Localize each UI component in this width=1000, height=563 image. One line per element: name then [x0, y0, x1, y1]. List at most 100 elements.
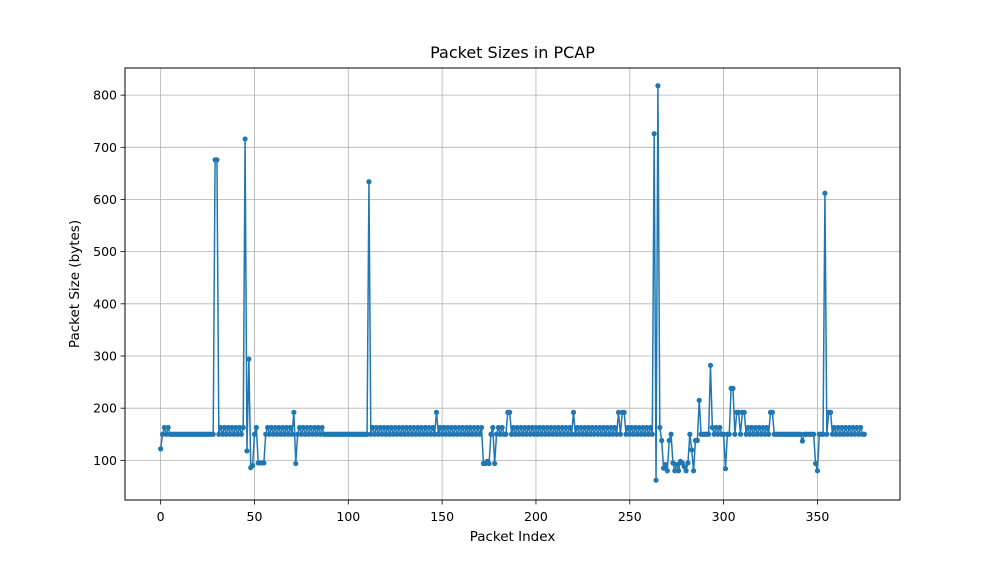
- y-tick-label: 100: [93, 453, 117, 468]
- data-point: [762, 431, 768, 437]
- data-point: [469, 431, 475, 437]
- data-point: [507, 409, 513, 415]
- data-point: [822, 190, 828, 196]
- data-point: [161, 424, 168, 431]
- data-point: [270, 431, 276, 437]
- data-point: [612, 424, 618, 431]
- data-point: [240, 424, 246, 431]
- data-point: [736, 409, 742, 415]
- data-point: [407, 424, 413, 431]
- data-point: [311, 424, 318, 431]
- data-point: [617, 431, 624, 437]
- x-tick-label: 300: [712, 509, 736, 524]
- data-point: [839, 424, 845, 431]
- data-point: [711, 431, 717, 437]
- data-point: [302, 431, 308, 437]
- data-point: [689, 447, 695, 453]
- data-point: [508, 431, 515, 437]
- data-point: [525, 424, 532, 431]
- data-point: [490, 424, 496, 431]
- data-point: [760, 424, 766, 431]
- data-point: [227, 431, 233, 437]
- data-point: [687, 431, 693, 437]
- data-series: [158, 83, 867, 483]
- y-tick-label: 600: [93, 192, 117, 207]
- data-point: [632, 424, 639, 431]
- data-point: [313, 431, 319, 437]
- data-point: [535, 431, 541, 437]
- data-point: [400, 424, 406, 431]
- data-point: [373, 424, 380, 431]
- data-point: [430, 424, 436, 431]
- data-point: [216, 431, 222, 437]
- data-point: [370, 424, 376, 431]
- data-point: [499, 424, 505, 431]
- data-point: [850, 424, 856, 431]
- x-axis-label: Packet Index: [470, 529, 556, 545]
- data-point: [221, 424, 228, 431]
- data-point: [223, 431, 229, 437]
- data-point: [694, 437, 700, 444]
- data-point: [747, 431, 753, 437]
- data-point: [371, 431, 378, 437]
- data-point: [246, 356, 252, 362]
- data-point: [856, 431, 862, 437]
- data-point: [413, 431, 419, 437]
- data-point: [388, 424, 395, 431]
- data-point: [582, 424, 588, 431]
- data-point: [706, 431, 712, 437]
- data-point: [467, 424, 473, 431]
- data-point: [580, 431, 586, 437]
- data-point: [266, 431, 273, 437]
- data-point: [379, 431, 385, 437]
- data-point: [751, 431, 757, 437]
- data-point: [477, 431, 483, 437]
- data-point: [402, 431, 408, 437]
- data-point: [392, 424, 398, 431]
- data-point: [523, 431, 530, 437]
- data-point: [593, 424, 599, 431]
- data-point: [715, 431, 721, 437]
- data-point: [668, 431, 674, 437]
- data-point: [527, 431, 533, 437]
- data-point: [488, 431, 494, 437]
- data-point: [310, 431, 316, 437]
- data-point: [548, 424, 554, 431]
- data-point: [544, 424, 550, 431]
- data-point: [304, 424, 310, 431]
- data-point: [848, 431, 854, 437]
- data-point: [435, 431, 441, 437]
- data-point: [432, 431, 438, 437]
- data-point: [625, 424, 631, 431]
- data-point: [280, 424, 286, 431]
- y-tick-label: 800: [93, 88, 117, 103]
- data-point: [585, 424, 592, 431]
- data-point: [478, 424, 485, 431]
- x-tick-label: 50: [247, 509, 263, 524]
- data-point: [251, 431, 258, 437]
- data-point: [250, 462, 256, 469]
- x-tick-label: 200: [524, 509, 548, 524]
- data-point: [538, 431, 545, 437]
- data-point: [403, 424, 410, 431]
- data-point: [390, 431, 396, 437]
- data-point: [569, 431, 575, 437]
- data-point: [462, 431, 468, 437]
- data-point: [463, 424, 470, 431]
- data-point: [824, 431, 830, 437]
- x-axis-ticks: 0 50 100 150 200 250 300 350: [157, 500, 829, 524]
- data-point: [659, 437, 665, 444]
- data-point: [766, 431, 772, 437]
- data-point: [721, 431, 727, 437]
- data-point: [638, 431, 644, 437]
- data-point: [675, 468, 682, 474]
- data-point: [261, 460, 267, 466]
- data-point: [690, 468, 697, 474]
- data-point: [572, 431, 578, 437]
- data-point: [713, 424, 719, 431]
- y-axis-label: Packet Size (bytes): [67, 220, 83, 348]
- data-point: [829, 431, 836, 437]
- data-point: [554, 431, 560, 437]
- data-point: [225, 424, 231, 431]
